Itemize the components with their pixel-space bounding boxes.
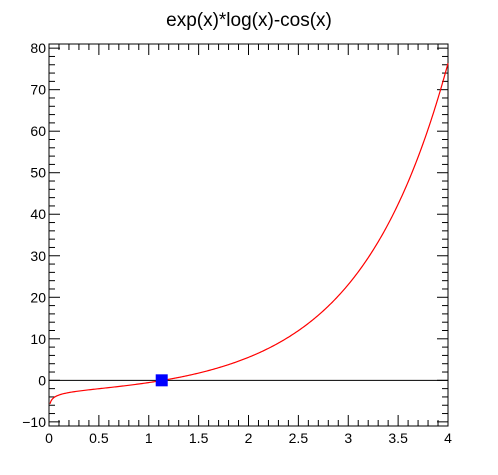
x-tick-label: 0.5: [89, 430, 109, 446]
y-axis-ticks: −10 0 10 20 30 40 50 60 70 80: [22, 40, 448, 430]
x-tick-label: 3.5: [388, 430, 408, 446]
y-tick-label: 30: [30, 248, 46, 264]
y-tick-label: 80: [30, 40, 46, 56]
y-tick-label: 10: [30, 331, 46, 347]
y-tick-label: 60: [30, 123, 46, 139]
marker-group: [156, 374, 168, 386]
y-tick-label: 70: [30, 82, 46, 98]
chart-title: exp(x)*log(x)-cos(x): [166, 10, 332, 31]
y-tick-label: 40: [30, 206, 46, 222]
x-tick-label: 3: [344, 430, 352, 446]
x-tick-label: 2: [245, 430, 253, 446]
x-tick-label: 0: [45, 430, 53, 446]
y-tick-label: 20: [30, 289, 46, 305]
x-tick-label: 4: [444, 430, 452, 446]
x-tick-label: 2.5: [289, 430, 309, 446]
root-marker: [156, 374, 168, 386]
x-axis-ticks: 0 0.5 1 1.5 2 2.5 3 3.5 4: [45, 44, 452, 446]
x-tick-label: 1.5: [189, 430, 209, 446]
y-tick-label: 0: [38, 372, 46, 388]
series-line: [50, 63, 448, 403]
y-tick-label: 50: [30, 165, 46, 181]
x-tick-label: 1: [145, 430, 153, 446]
series-group: [50, 63, 448, 403]
plot-frame: [49, 44, 448, 426]
y-tick-label: −10: [22, 414, 46, 430]
